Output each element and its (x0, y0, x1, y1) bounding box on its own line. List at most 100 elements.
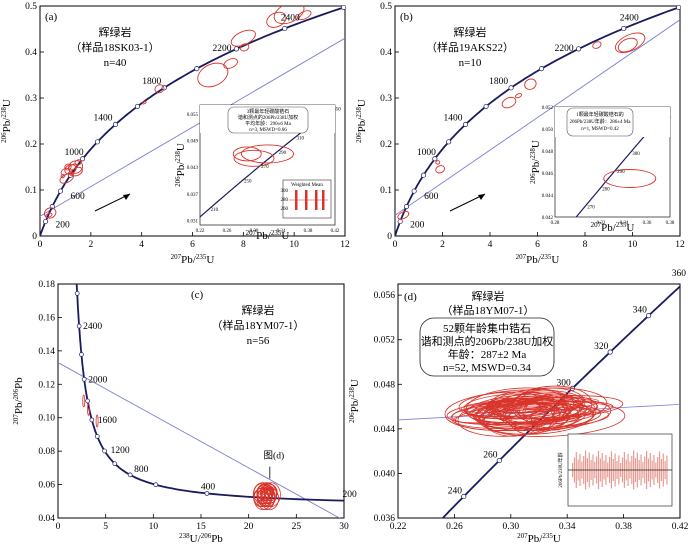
data-ellipse (592, 41, 602, 49)
panel-b: 0 2 4 6 8 10 12 0 0.1 0.2 0.3 0.4 0.5 200 600 1000 1400 1… (355, 2, 685, 266)
weighted-mean-bar (305, 190, 308, 210)
panel-d-ytick-label: 0.056 (374, 291, 396, 301)
panel-c-xtick-label: 15 (196, 522, 206, 532)
x-axis-title: 207Pb/235U (516, 253, 560, 266)
data-ellipse (273, 6, 305, 25)
weighted-mean-ytick: 260 (281, 207, 289, 212)
inset-xtick-label: 0.28 (551, 221, 560, 226)
weighted-mean-bar (322, 190, 325, 210)
panel-d-xtick-label: 0.42 (672, 522, 689, 532)
inset-age-label: 290 (617, 170, 625, 175)
age-marker (432, 156, 438, 162)
x-axis-title: 207Pb/235U (517, 532, 561, 544)
data-ellipse (87, 402, 90, 416)
age-label: 200 (343, 490, 358, 500)
panel-label: (b) (400, 11, 413, 23)
age-marker (74, 254, 78, 258)
inset-ytick-label: 0.052 (542, 106, 554, 111)
weighted-mean-ylabel: 206Pb/238U年龄 (557, 452, 564, 487)
inset-xtick-label: 0.34 (620, 221, 629, 226)
age-label: 200 (56, 221, 71, 231)
inset-age-label: 350 (333, 107, 341, 112)
age-label: 1800 (489, 77, 508, 87)
panel-b-xtick-label: 2 (440, 240, 445, 250)
panel-a-xtick-label: 8 (241, 240, 246, 250)
age-label: 2400 (620, 14, 639, 24)
inset-age-label: 300 (632, 152, 640, 157)
data-ellipse (154, 84, 165, 94)
age-label: 320 (594, 342, 609, 352)
inset-age-label: 290 (279, 151, 287, 156)
x-axis-title: 207Pb/235U (171, 253, 215, 266)
age-marker (42, 218, 49, 225)
age-label: 600 (70, 192, 85, 202)
panel-b-xtick-label: 0 (393, 240, 398, 250)
age-marker (85, 398, 90, 404)
weighted-mean-title: Weighted Mean (291, 183, 323, 188)
data-ellipse (524, 78, 537, 90)
age-marker (204, 491, 210, 496)
age-label: 2200 (212, 44, 231, 54)
rock-title: 辉绿岩 (242, 303, 275, 317)
inset-xtick-label: 0.34 (277, 229, 286, 234)
panel-c-xtick-label: 10 (149, 522, 159, 532)
inset-ytick-label: 0.049 (187, 140, 199, 145)
age-marker (508, 85, 514, 91)
inset-text-line: 3颗最年轻碳酸锆石 (247, 108, 290, 115)
sample-name: （样品18YM07-1） (212, 318, 305, 332)
inset-xtick-label: 0.22 (196, 229, 205, 234)
age-marker (646, 313, 652, 319)
panel-a-ytick-label: 0.1 (25, 186, 37, 196)
panel-c-ytick-label: 0.10 (38, 414, 55, 424)
panel-d-ytick-label: 0.040 (374, 469, 396, 479)
panel-c-xtick-label: 0 (56, 522, 61, 532)
data-ellipse (267, 486, 275, 496)
panel-a-xtick-label: 10 (289, 240, 299, 250)
inset-xtick-label: 0.42 (331, 229, 340, 234)
y-axis-title: 207Pb/206Pb (12, 377, 25, 425)
inset-ellipse (241, 144, 294, 164)
plot-area (40, 6, 345, 236)
panel-b-xtick-label: 4 (488, 240, 493, 250)
plot-area (58, 254, 344, 518)
panel-d-ytick-label: 0.052 (374, 336, 396, 346)
panel-b-ytick-label: 0.3 (380, 94, 392, 104)
inset-plot (575, 107, 670, 217)
panel-c: 0 5 10 15 20 25 30 0.04 0.06 0.08 0.10 0.12 0.14 0.16… (12, 254, 358, 544)
inset-xtick-label: 0.38 (666, 221, 675, 226)
age-marker (112, 121, 119, 127)
info-box-line: 52颗年龄集中锆石 (443, 321, 531, 335)
inset-ytick-label: 0.044 (542, 194, 554, 199)
inset-xtick-label: 0.26 (223, 229, 232, 234)
age-marker (538, 66, 545, 72)
inset-text-box (566, 107, 634, 137)
age-marker (483, 103, 489, 109)
panel-a-ytick-label: 0.2 (25, 140, 37, 150)
panel-c-ytick-label: 0.06 (38, 481, 55, 491)
panel-d-xtick-label: 0.22 (390, 522, 407, 532)
age-label: 1400 (93, 113, 112, 123)
callout-label: 图(d) (264, 451, 285, 462)
panel-a-xtick-label: 6 (190, 240, 195, 250)
data-ellipse (82, 394, 86, 408)
data-ellipse (239, 43, 250, 52)
inset-text-box (227, 106, 309, 134)
age-marker (496, 457, 502, 464)
panel-c-xtick-label: 20 (244, 522, 254, 532)
inset-y-title: 206Pb/238U (529, 140, 542, 184)
panel-d-xtick-label: 0.30 (502, 522, 519, 532)
age-marker (576, 46, 582, 52)
age-marker (686, 277, 690, 281)
rock-title: 辉绿岩 (472, 289, 505, 303)
age-marker (341, 6, 345, 11)
data-ellipse (223, 58, 238, 69)
y-axis-title: 206Pb/238U (0, 99, 13, 143)
data-ellipse (397, 210, 410, 220)
age-marker (282, 25, 288, 32)
data-ellipse (266, 11, 287, 28)
inset-xtick-label: 0.30 (250, 229, 259, 234)
panel-b-ytick-label: 0.2 (380, 140, 392, 150)
rock-title: 辉绿岩 (99, 25, 132, 39)
y-axis-title: 206Pb/238U (348, 379, 361, 423)
age-label: 2400 (281, 14, 300, 24)
